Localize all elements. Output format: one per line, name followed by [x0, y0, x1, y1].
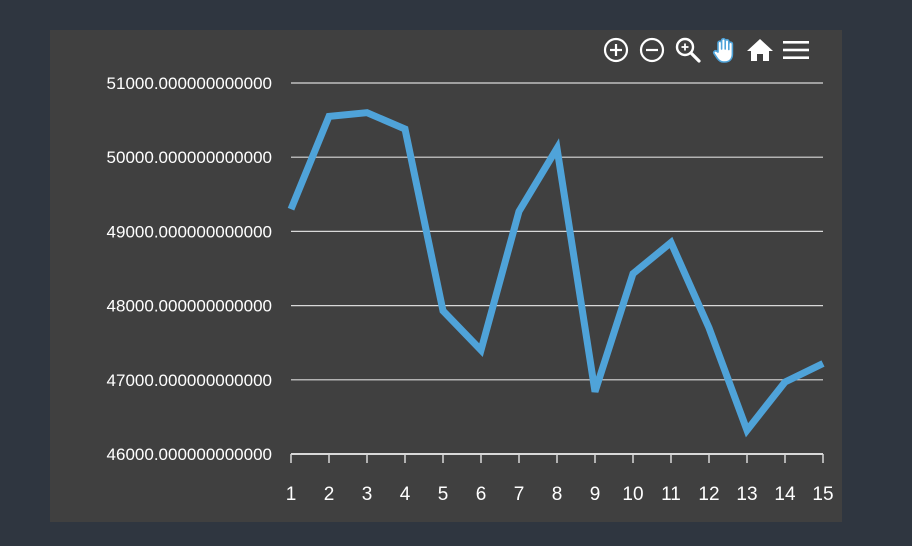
menu-button[interactable]: [780, 34, 812, 66]
zoom-in-icon: [603, 37, 629, 63]
x-tick-label: 15: [812, 484, 833, 505]
magnify-zoom-button[interactable]: [672, 34, 704, 66]
data-point: [554, 145, 560, 151]
y-tick-label: 49000.000000000000: [107, 222, 272, 241]
x-tick-label: 5: [438, 484, 449, 505]
x-tick-label: 6: [476, 484, 487, 505]
y-axis-tick-labels: 46000.000000000000 47000.000000000000 4800…: [107, 74, 272, 464]
data-point: [630, 271, 636, 277]
magnify-zoom-icon: [675, 37, 701, 63]
x-tick-label: 13: [736, 484, 757, 505]
y-tick-label: 51000.000000000000: [107, 74, 272, 93]
zoom-in-button[interactable]: [600, 34, 632, 66]
data-point: [592, 389, 598, 395]
data-point: [820, 360, 826, 366]
x-tick-label: 8: [552, 484, 563, 505]
grid-lines: [291, 82, 823, 455]
y-tick-label: 46000.000000000000: [107, 445, 272, 464]
data-point: [326, 113, 332, 119]
x-axis: 1 2 3 4 5 6 7 8 9 10 11 12 13 14 15: [286, 454, 834, 505]
x-tick-label: 2: [324, 484, 335, 505]
data-point: [288, 206, 294, 212]
data-point: [782, 379, 788, 385]
pan-button[interactable]: [708, 34, 740, 66]
zoom-out-button[interactable]: [636, 34, 668, 66]
x-tick-label: 9: [590, 484, 601, 505]
data-point: [744, 427, 750, 433]
menu-icon: [783, 41, 809, 59]
series-layer: [287, 109, 826, 438]
x-tick-label: 3: [362, 484, 373, 505]
x-tick-label: 14: [774, 484, 796, 505]
data-point: [478, 347, 484, 353]
x-tick-label: 10: [622, 484, 643, 505]
data-point: [706, 325, 712, 331]
zoom-out-icon: [639, 37, 665, 63]
x-tick-label: 7: [514, 484, 525, 505]
chart-toolbar: [600, 34, 812, 66]
chart-panel: [50, 30, 842, 522]
series-line: [287, 109, 825, 438]
x-tick-label: 12: [698, 484, 719, 505]
home-reset-button[interactable]: [744, 34, 776, 66]
data-point: [668, 240, 674, 246]
home-reset-icon: [747, 39, 773, 61]
data-point: [402, 126, 408, 132]
y-tick-label: 50000.000000000000: [107, 148, 272, 167]
x-tick-label: 11: [661, 484, 681, 505]
y-tick-label: 48000.000000000000: [107, 297, 272, 316]
x-tick-label: 1: [286, 484, 297, 505]
x-tick-label: 4: [400, 484, 411, 505]
data-point: [364, 110, 370, 116]
pan-hand-icon: [712, 37, 734, 63]
data-point: [440, 308, 446, 314]
y-tick-label: 47000.000000000000: [107, 371, 272, 390]
data-point: [516, 208, 522, 214]
